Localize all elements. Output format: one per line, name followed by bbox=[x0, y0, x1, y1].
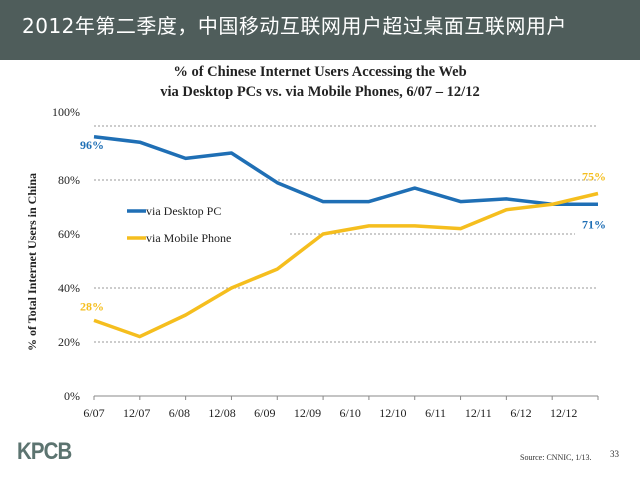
end-data-label: 71% bbox=[582, 217, 606, 231]
y-tick-label: 20% bbox=[58, 335, 80, 349]
start-data-label: 28% bbox=[80, 299, 104, 313]
source-note: Source: CNNIC, 1/13. bbox=[520, 453, 592, 462]
chart-title: % of Chinese Internet Users Accessing th… bbox=[173, 64, 467, 80]
series-line-mobile bbox=[93, 191, 599, 339]
page-number: 33 bbox=[610, 449, 619, 459]
x-tick-label: 6/09 bbox=[254, 406, 275, 420]
x-tick-label: 6/12 bbox=[510, 406, 531, 420]
y-tick-label: 60% bbox=[58, 227, 80, 241]
legend-label: via Mobile Phone bbox=[146, 231, 231, 245]
x-tick-label: 12/09 bbox=[294, 406, 321, 420]
x-tick-label: 6/11 bbox=[425, 406, 446, 420]
series-line-desktop bbox=[93, 135, 598, 207]
x-tick-label: 12/10 bbox=[379, 406, 406, 420]
legend-label: via Desktop PC bbox=[146, 204, 221, 218]
start-data-label: 96% bbox=[80, 138, 104, 152]
slide-title: 2012年第二季度，中国移动互联网用户超过桌面互联网用户 bbox=[22, 14, 567, 38]
x-tick-label: 6/08 bbox=[169, 406, 190, 420]
x-tick-label: 6/07 bbox=[83, 406, 104, 420]
end-data-label: 75% bbox=[582, 170, 606, 184]
y-tick-label: 80% bbox=[58, 173, 80, 187]
x-tick-label: 12/11 bbox=[465, 406, 492, 420]
y-axis-label: % of Total Internet Users in China bbox=[25, 173, 39, 351]
y-tick-label: 0% bbox=[64, 389, 80, 403]
y-tick-label: 100% bbox=[52, 105, 80, 119]
y-tick-label: 40% bbox=[58, 281, 80, 295]
slide-header: 2012年第二季度，中国移动互联网用户超过桌面互联网用户 bbox=[0, 0, 640, 60]
chart-subtitle: via Desktop PCs vs. via Mobile Phones, 6… bbox=[160, 84, 480, 100]
x-tick-label: 12/08 bbox=[208, 406, 235, 420]
kpcb-logo: KPCB bbox=[17, 438, 72, 465]
x-tick-label: 6/10 bbox=[340, 406, 361, 420]
x-tick-label: 12/12 bbox=[550, 406, 577, 420]
x-tick-label: 12/07 bbox=[123, 406, 150, 420]
